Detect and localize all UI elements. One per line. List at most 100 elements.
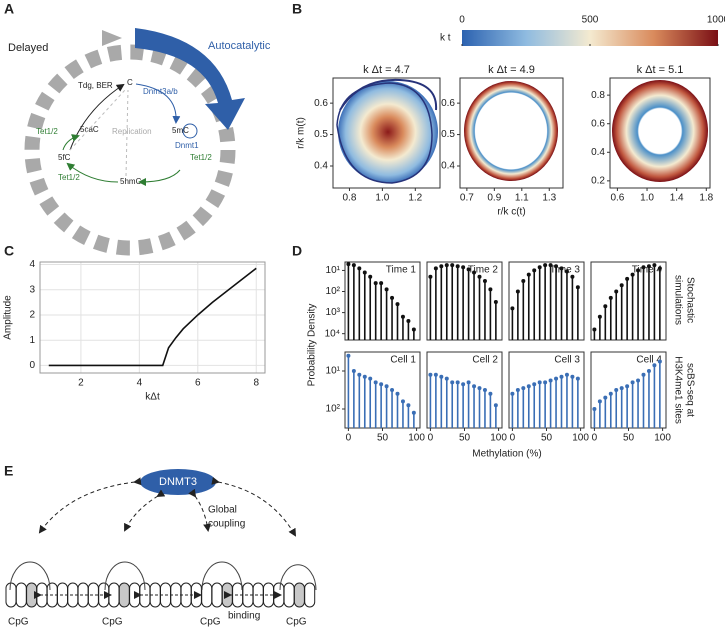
y-tick-label: 2 [29,310,35,321]
stem-head [406,319,411,324]
stem-head [428,274,433,279]
stem-head [346,353,351,358]
x-tick-label: 1.3 [542,193,556,204]
label: CpG [200,617,221,628]
stem-head [362,270,367,275]
stem-head [384,287,389,292]
arrow [66,162,119,183]
stem-head [395,391,400,396]
x-tick-label: 2 [78,378,84,389]
stem-head [603,304,608,309]
stem-head [537,380,542,385]
stem-head [488,287,493,292]
label: Autocatalytic [208,40,271,52]
stem-head [614,388,619,392]
y-tick-label: 0.6 [314,98,328,109]
stem-head [400,399,405,404]
stem-head [641,265,646,270]
x-tick-label: 1.1 [515,193,529,204]
cycle-diagram: Delayed Autocatalytic C Tdg, BER Dnmt3a/… [8,28,271,256]
stem-head [657,359,662,364]
stem-head [543,263,548,268]
x-tick-label: 100 [490,433,507,444]
x-tick-label: 100 [408,433,425,444]
nucleotide [293,582,305,608]
stem-head [390,295,395,300]
stem-head [597,399,602,404]
panel-title: k Δt = 5.1 [637,64,684,76]
stem-head [455,380,460,385]
y-tick-label: 0.4 [314,161,328,172]
axis-label: Methylation (%) [472,449,541,460]
stem-head [619,386,624,391]
plot-background [40,262,265,373]
stem-head [630,272,635,277]
stem-head [608,295,613,300]
y-tick-label: 0.4 [591,147,605,158]
line [48,267,257,367]
panel-title: Cell 1 [390,355,416,366]
node: 5mC [172,126,189,135]
y-tick-label: 10¹ [326,265,341,276]
binding-arc [104,561,146,591]
x-tick-label: 1.4 [670,193,684,204]
x-tick-label: 0 [592,433,598,444]
label: Global [208,505,237,516]
trajectory-fill [338,81,438,183]
stem-head [368,376,373,381]
stem-head [466,267,471,272]
nucleotide [201,582,213,608]
y-tick-label: 10³ [326,307,341,318]
y-axis-label: Amplitude [3,295,14,340]
stem-head [559,266,564,271]
panel-title: Time 4 [632,265,663,276]
stem-head [614,289,619,294]
node: C [127,78,133,87]
stem-head [592,327,597,332]
stem-head [477,386,482,391]
stem-head [646,264,651,269]
panel-label: E [4,463,13,479]
plot-frame [426,261,503,341]
stem-head [625,276,630,281]
x-tick-label: 6 [195,378,201,389]
replication-arrow [69,89,129,177]
arrow [138,169,181,186]
stem-head [625,384,630,389]
stem-head [428,372,433,377]
colorbar-label: k t [440,33,451,44]
panel-title: Time 2 [468,265,499,276]
stem-head [444,376,449,381]
stem-head [526,384,531,389]
label: Tet1/2 [36,127,58,136]
plot-frame [590,351,667,429]
plot-frame [508,261,585,341]
stem-head [652,363,657,368]
stem-head [554,264,559,269]
nucleotide [129,582,141,608]
coupling-arrow [124,489,166,532]
stem-head [433,266,438,271]
label: Replication [112,127,152,136]
x-tick-label: 0.8 [343,193,357,204]
colorbar-tick-label: 1000 [707,15,725,26]
y-axis-label: r/k m(t) [296,117,307,149]
nucleotide [283,582,295,608]
coupling-arrow [188,488,212,532]
stem-head [548,378,553,383]
y-tick-label: 0.4 [441,161,455,172]
x-tick-label: 1.0 [375,193,389,204]
stem-head [357,372,362,377]
coupling-arrow [38,477,142,534]
y-tick-label: 0.6 [441,98,455,109]
arrow [69,83,125,151]
nucleotide [26,582,38,608]
x-tick-label: 0 [428,433,434,444]
x-tick-label: 0 [346,433,352,444]
node: 5fC [58,153,71,162]
delay-arrow [102,30,122,46]
x-tick-label: 0.9 [487,193,501,204]
x-tick-label: 1.8 [699,193,713,204]
panel-title: Cell 2 [472,355,498,366]
panel-title: Time 1 [386,265,417,276]
